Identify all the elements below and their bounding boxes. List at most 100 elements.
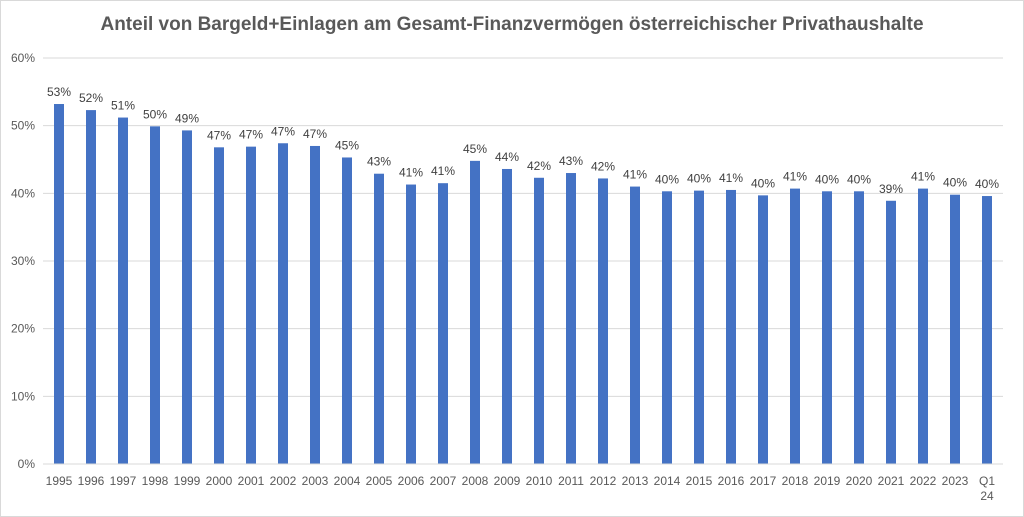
bar [406, 184, 416, 464]
data-label: 45% [463, 142, 487, 156]
x-tick-label: 2014 [654, 474, 681, 488]
data-label: 47% [303, 127, 327, 141]
chart-title: Anteil von Bargeld+Einlagen am Gesamt-Fi… [100, 14, 924, 35]
data-label: 40% [687, 172, 711, 186]
bar [182, 130, 192, 465]
data-label: 42% [527, 159, 551, 173]
x-tick-label: 1996 [78, 474, 105, 488]
x-tick-label: 2009 [494, 474, 521, 488]
x-tick-label: 2017 [750, 474, 777, 488]
bar [662, 191, 672, 464]
data-label: 40% [975, 177, 999, 191]
data-label: 42% [591, 159, 615, 173]
x-tick-label: 2023 [942, 474, 969, 488]
x-tick-label: 2016 [718, 474, 745, 488]
data-label: 41% [911, 170, 935, 184]
data-label: 39% [879, 182, 903, 196]
x-tick-label: 2013 [622, 474, 649, 488]
bar [246, 146, 256, 465]
bar [822, 191, 832, 464]
data-label: 43% [559, 154, 583, 168]
bar [854, 191, 864, 464]
data-label: 53% [47, 85, 71, 99]
data-label: 40% [847, 172, 871, 186]
x-tick-label: 2001 [238, 474, 265, 488]
data-label: 51% [111, 99, 135, 113]
x-tick-label: 2019 [814, 474, 841, 488]
data-label: 44% [495, 150, 519, 164]
bar [630, 186, 640, 465]
data-label: 45% [335, 138, 359, 152]
bar [150, 126, 160, 465]
x-tick-label: 2022 [910, 474, 937, 488]
bar [54, 104, 64, 464]
x-tick-label: 1997 [110, 474, 137, 488]
bar [566, 173, 576, 465]
data-label: 52% [79, 91, 103, 105]
x-tick-label: 2003 [302, 474, 329, 488]
bars [54, 104, 992, 465]
data-label: 47% [271, 124, 295, 138]
bar [982, 196, 992, 465]
data-label: 41% [623, 168, 647, 182]
bar [790, 188, 800, 464]
y-tick-label: 10% [11, 389, 35, 403]
data-label: 41% [783, 170, 807, 184]
x-tick-label: 2010 [526, 474, 553, 488]
bar [86, 110, 96, 464]
bar [118, 117, 128, 465]
bar [758, 195, 768, 464]
x-tick-label: 2002 [270, 474, 297, 488]
data-label: 41% [431, 164, 455, 178]
x-tick-label: 2008 [462, 474, 489, 488]
bar [470, 160, 480, 464]
data-label: 47% [207, 128, 231, 142]
data-label: 50% [143, 107, 167, 121]
data-label: 47% [239, 128, 263, 142]
data-label: 43% [367, 155, 391, 169]
x-tick-label: 2005 [366, 474, 393, 488]
bar [598, 178, 608, 465]
y-tick-label: 20% [11, 322, 35, 336]
data-label: 41% [399, 166, 423, 180]
x-tick-label: 2020 [846, 474, 873, 488]
bar [886, 200, 896, 464]
x-tick-label: 2018 [782, 474, 809, 488]
data-label: 41% [719, 171, 743, 185]
x-tick-label: 1995 [46, 474, 73, 488]
x-tick-label: 2012 [590, 474, 617, 488]
bar [950, 194, 960, 465]
x-tick-label: 2007 [430, 474, 457, 488]
y-tick-label: 60% [11, 51, 35, 65]
bar [214, 147, 224, 464]
bar [534, 177, 544, 464]
bar [502, 168, 512, 464]
bar [374, 173, 384, 464]
bar [278, 143, 288, 464]
bar [310, 145, 320, 464]
data-label: 49% [175, 111, 199, 125]
bar [438, 183, 448, 464]
bar [694, 190, 704, 465]
x-axis: 1995 1996 1997 1998 1999 2000 2001 2002 2003 2004… [43, 463, 1003, 503]
bar [918, 188, 928, 464]
x-tick-label: 2011 [558, 474, 584, 488]
x-tick-label: 2000 [206, 474, 233, 488]
y-tick-label: 0% [18, 457, 36, 471]
data-label: 40% [815, 172, 839, 186]
data-label: 40% [751, 176, 775, 190]
y-tick-label: 40% [11, 186, 35, 200]
data-label: 40% [943, 176, 967, 190]
x-tick-label: 1999 [174, 474, 201, 488]
y-axis: 0% 10% 20% 30% 40% 50% 60% [11, 51, 35, 471]
x-tick-label: Q1 24 [979, 474, 995, 503]
x-tick-label: 2004 [334, 474, 361, 488]
x-tick-label: 1998 [142, 474, 169, 488]
bar [342, 157, 352, 464]
y-tick-label: 30% [11, 254, 35, 268]
data-label: 40% [655, 172, 679, 186]
x-tick-label: 2006 [398, 474, 425, 488]
bar [726, 189, 736, 464]
y-tick-label: 50% [11, 119, 35, 133]
